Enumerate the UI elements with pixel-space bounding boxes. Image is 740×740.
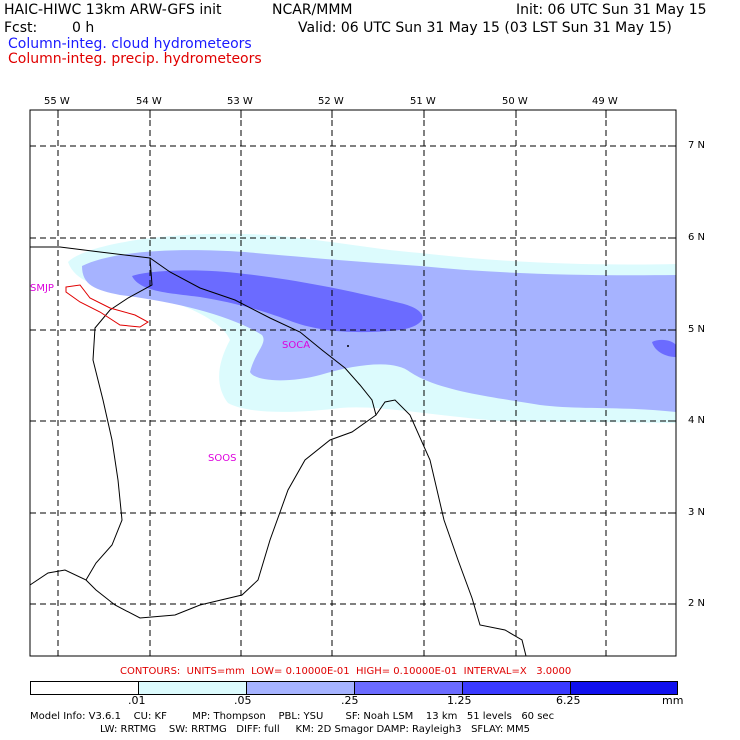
grid-point-marker (347, 345, 349, 347)
legend-swatch-5 (571, 682, 677, 694)
legend-tick-4: 6.25 (556, 694, 581, 707)
contour-info: CONTOURS: UNITS=mm LOW= 0.10000E-01 HIGH… (120, 666, 572, 677)
color-legend-bar (30, 681, 678, 695)
station-label-soca: SOCA (282, 340, 311, 351)
lon-label-51w: 51 W (410, 96, 436, 107)
shade-level-3 (132, 270, 423, 333)
field-title-cloud: Column-integ. cloud hydrometeors (8, 36, 252, 52)
model-info-line1: Model Info: V3.6.1 CU: KF MP: Thompson P… (30, 711, 555, 722)
model-info-line2: LW: RRTMG SW: RRTMG DIFF: full KM: 2D Sm… (100, 724, 530, 735)
legend-units: mm (662, 694, 684, 707)
lat-label-7n: 7 N (688, 140, 706, 151)
organization-label: NCAR/MMM (272, 2, 353, 18)
legend-swatch-1 (139, 682, 247, 694)
legend-tick-2: .25 (341, 694, 359, 707)
lat-label-2n: 2 N (688, 598, 706, 609)
coastline-borders (29, 246, 527, 657)
precip-contour (65, 284, 149, 328)
lat-label-4n: 4 N (688, 415, 706, 426)
lon-label-49w: 49 W (592, 96, 618, 107)
legend-swatch-2 (247, 682, 355, 694)
lat-lon-grid (30, 110, 676, 656)
legend-swatch-3 (355, 682, 463, 694)
frame-ticks (57, 110, 676, 605)
lon-label-52w: 52 W (318, 96, 344, 107)
forecast-hour: 0 h (72, 20, 95, 36)
map-frame (29, 109, 677, 657)
legend-tick-0: .01 (128, 694, 146, 707)
station-label-soos: SOOS (208, 453, 237, 464)
lon-label-53w: 53 W (227, 96, 253, 107)
lat-label-5n: 5 N (688, 324, 706, 335)
legend-swatch-0 (31, 682, 139, 694)
lat-label-3n: 3 N (688, 507, 706, 518)
border-west (29, 257, 153, 586)
station-label-smjp: SMJP (30, 283, 54, 294)
model-title: HAIC-HIWC 13km ARW-GFS init (4, 2, 222, 18)
valid-time: Valid: 06 UTC Sun 31 May 15 (03 LST Sun … (298, 20, 672, 36)
init-time: Init: 06 UTC Sun 31 May 15 (516, 2, 707, 18)
lon-label-55w: 55 W (44, 96, 70, 107)
lon-label-50w: 50 W (502, 96, 528, 107)
lat-label-6n: 6 N (688, 232, 706, 243)
lon-label-54w: 54 W (136, 96, 162, 107)
field-title-precip: Column-integ. precip. hydrometeors (8, 51, 262, 67)
legend-tick-3: 1.25 (447, 694, 472, 707)
forecast-label: Fcst: (4, 20, 38, 36)
coastline (30, 246, 527, 657)
legend-swatch-4 (463, 682, 571, 694)
cloud-hydrometeor-shading (68, 233, 676, 423)
legend-tick-1: .05 (234, 694, 252, 707)
border-east (85, 414, 377, 619)
shade-level-3b (652, 339, 676, 357)
